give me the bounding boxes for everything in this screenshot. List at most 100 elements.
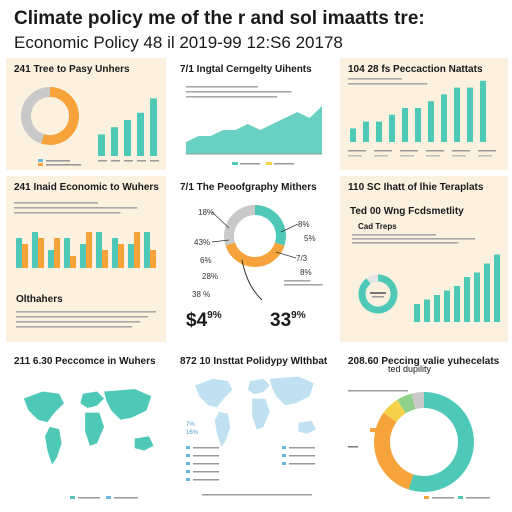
bar [70, 256, 76, 268]
bar [494, 254, 500, 322]
donut-slice [397, 393, 416, 414]
big-stat-right: 339% [270, 310, 306, 332]
tick-label [111, 160, 120, 162]
bar-chart [98, 98, 157, 156]
text-line [352, 234, 436, 236]
panel-chart [348, 78, 496, 157]
tick-label [137, 160, 146, 162]
panel-chart [21, 87, 159, 166]
legend-swatch [186, 454, 190, 457]
bar [424, 299, 430, 322]
connector-line [211, 211, 230, 229]
bar [48, 250, 54, 268]
bar [118, 244, 124, 268]
connector-line [241, 259, 263, 301]
tick-label [426, 150, 444, 152]
text-lines [352, 234, 476, 298]
legend-text [193, 471, 219, 473]
donut-chart [224, 205, 286, 267]
bar [16, 238, 22, 268]
continent [85, 412, 105, 446]
continent [269, 376, 314, 406]
big-stat-left: $49% [186, 310, 222, 332]
text-lines [14, 202, 156, 328]
legend-swatch [106, 496, 111, 499]
tick-label [348, 155, 362, 157]
legend-swatch [38, 163, 43, 166]
bar [414, 304, 420, 322]
panel-peccing: 208.60 Peccing valie yuhecelats ted dupi… [340, 350, 508, 508]
bar [444, 290, 450, 322]
legend-text [193, 447, 219, 449]
tick-label [348, 150, 366, 152]
legend-swatch [266, 162, 272, 165]
continent [134, 436, 154, 451]
donut-slice [225, 242, 285, 267]
text-line [14, 212, 121, 214]
bar [363, 121, 369, 142]
connector-line [275, 251, 297, 259]
bar [480, 80, 486, 142]
bar [102, 250, 108, 268]
panel-title: 872 10 Insttat Polidypy Wlthbat [180, 356, 328, 367]
text-line [46, 164, 82, 166]
donut-chart [374, 392, 474, 492]
pct-label: 7/3 [296, 254, 308, 263]
panel-chart [186, 86, 322, 165]
panel-title: 110 SC Ihatt of lhie Teraplats [348, 182, 484, 193]
donut-slice [366, 274, 379, 285]
bar [428, 101, 434, 142]
text-lines [186, 86, 292, 98]
tick-label [374, 150, 392, 152]
bar [128, 244, 134, 268]
donut-label [372, 296, 384, 298]
panel-title: 241 Inaid Economic to Wuhers [14, 182, 159, 193]
legend-swatch [282, 446, 286, 449]
bar [389, 114, 395, 142]
text-line [46, 160, 70, 162]
continent [298, 420, 316, 434]
big-stat-value: $4 [186, 310, 208, 331]
bar [98, 134, 105, 156]
bar [137, 112, 144, 156]
connector-line [211, 239, 230, 243]
panel-chart [23, 389, 154, 499]
pct-label: 5% [304, 234, 316, 243]
bar [32, 232, 38, 268]
tick-label [374, 155, 388, 157]
slice-label [348, 446, 358, 448]
text-line [352, 242, 459, 244]
bar [64, 238, 70, 268]
legend-lines [70, 496, 138, 499]
tick-label [452, 155, 466, 157]
continent [45, 426, 62, 465]
legend-swatch [186, 462, 190, 465]
legend-swatch [232, 162, 238, 165]
tick-label [452, 150, 470, 152]
bar [464, 277, 470, 322]
legend-text [289, 455, 315, 457]
bar [112, 238, 118, 268]
panel-tree-pasy: 241 Tree to Pasy Unhers [6, 58, 166, 170]
panel-inaid-economic: 241 Inaid Economic to Wuhers Olthahers [6, 176, 166, 342]
bar [54, 238, 60, 268]
panel-teraplats: 110 SC Ihatt of lhie Teraplats Ted 00 Wn… [340, 176, 508, 342]
legend-swatch [424, 496, 429, 499]
donut-chart [21, 87, 79, 145]
text-line [16, 321, 140, 323]
text-line [186, 96, 278, 98]
tick-label [150, 160, 159, 162]
pct-label: 6% [200, 256, 212, 265]
legend-text [432, 497, 454, 499]
donut-chart [358, 274, 398, 314]
map-label: 7% [186, 422, 195, 428]
donut-slice [358, 274, 398, 314]
donut-slice [408, 392, 474, 492]
continent [252, 398, 270, 430]
panel-chart [14, 202, 156, 328]
bar [134, 232, 140, 268]
legend-swatch [186, 470, 190, 473]
legend-text [274, 163, 294, 165]
panel-subtitle: Cad Treps [358, 222, 397, 231]
panel-chart [352, 234, 500, 322]
